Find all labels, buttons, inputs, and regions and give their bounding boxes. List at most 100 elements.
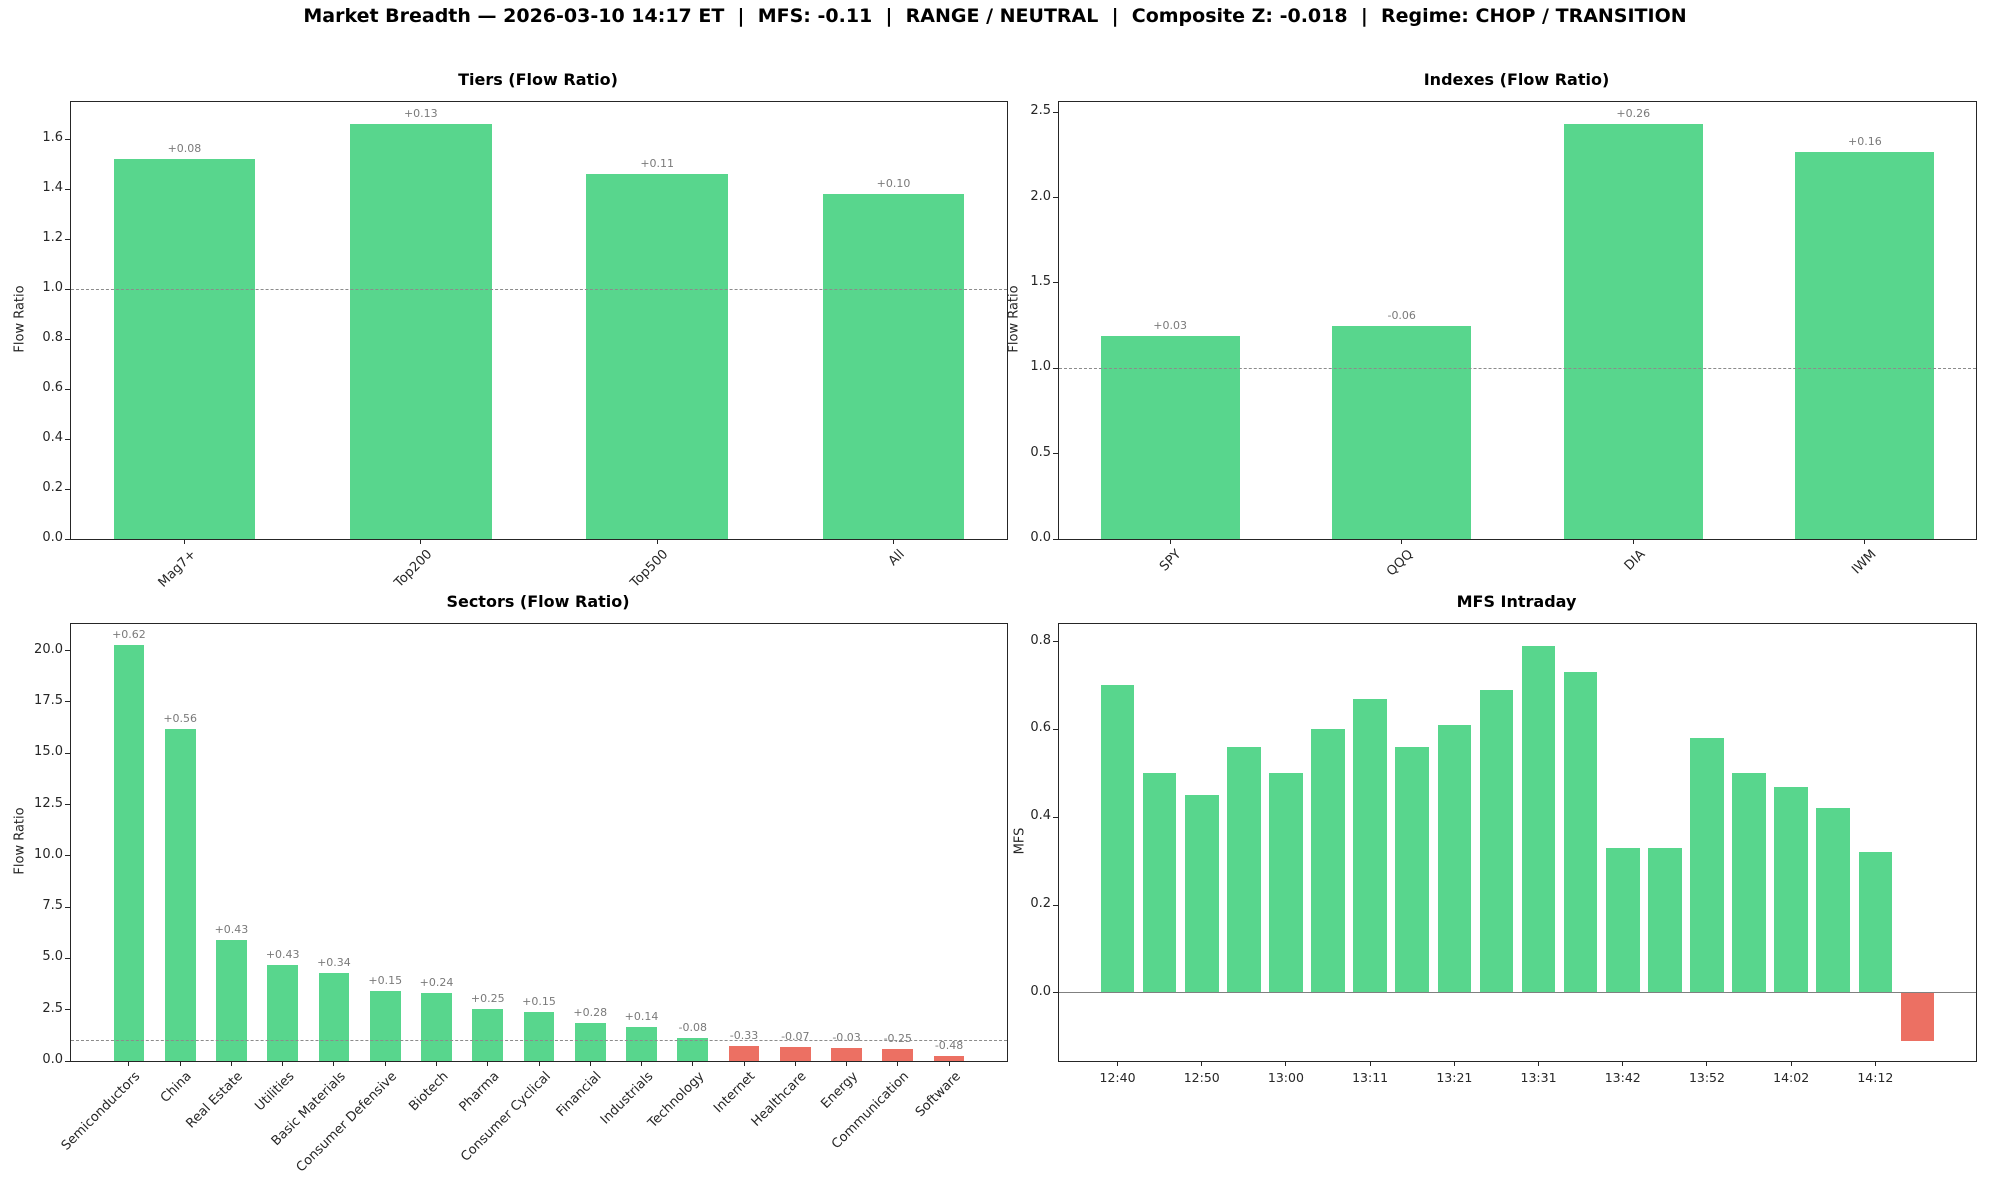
bar (831, 1048, 862, 1061)
bar (626, 1027, 657, 1061)
x-tick-label: 14:02 (1773, 1070, 1810, 1085)
x-tick-mark (230, 1061, 232, 1066)
bar (1816, 808, 1851, 993)
x-tick-label-text: Consumer Defensive (293, 1069, 400, 1176)
bar (1605, 847, 1640, 993)
x-tick-mark (384, 1061, 386, 1066)
y-tick-mark (65, 488, 71, 490)
y-tick-mark (65, 238, 71, 240)
y-tick-label: 20.0 (34, 641, 63, 657)
x-tick-mark (656, 539, 658, 544)
x-tick-label: 14:12 (1857, 1070, 1894, 1085)
y-tick-mark (65, 388, 71, 390)
zero-line (1059, 992, 1976, 994)
y-tick-label: 12.5 (34, 795, 63, 811)
reference-line (1059, 367, 1976, 369)
bar (882, 1049, 914, 1061)
bar (523, 1011, 555, 1061)
y-tick-label: 0.5 (1030, 444, 1051, 460)
bar (113, 159, 256, 539)
chart-indexes-title: Indexes (Flow Ratio) (1423, 70, 1610, 89)
y-tick-label: 0.2 (42, 480, 63, 496)
bar (1353, 698, 1387, 993)
y-tick-mark (65, 338, 71, 340)
bar-value-label: +0.43 (265, 947, 300, 961)
y-tick-label: 2.5 (1030, 103, 1051, 119)
x-tick-mark (589, 1061, 591, 1066)
x-tick-label-text: Internet (711, 1069, 759, 1117)
y-tick-label: 0.0 (1030, 530, 1051, 545)
x-tick-label: 13:11 (1352, 1070, 1389, 1085)
chart-mfs-plot: 0.0 0.2 0.4 0.6 0.8 12:40 12:50 13:00 13:11 13:21… (1030, 623, 1977, 1085)
y-tick-mark (65, 701, 71, 703)
y-tick-mark (65, 650, 71, 652)
x-tick-label-text: Energy (818, 1069, 862, 1112)
y-tick-label: 0.8 (1030, 632, 1051, 648)
y-tick-label: 5.0 (42, 949, 63, 965)
bar (1226, 746, 1261, 993)
x-tick-label: 13:42 (1604, 1070, 1641, 1085)
y-tick-label: 0.6 (1030, 720, 1051, 736)
y-tick-label: 0.6 (42, 380, 63, 396)
bar-value-label: -0.25 (883, 1032, 913, 1046)
bar-value-label: -0.07 (781, 1029, 810, 1043)
bar-value-label: +0.25 (470, 991, 505, 1005)
bar (1563, 124, 1703, 539)
bar (1269, 773, 1303, 993)
bar (113, 644, 145, 1061)
x-tick-mark (1622, 1061, 1624, 1066)
x-tick-mark (1538, 1061, 1540, 1066)
y-tick-mark (65, 906, 71, 908)
bar (779, 1046, 811, 1061)
bar-value-label: +0.62 (112, 627, 146, 641)
y-tick-label: 0.4 (1030, 808, 1051, 824)
bar (1100, 335, 1240, 539)
x-tick-label-text: QQQ (1383, 547, 1417, 580)
y-tick-label: 17.5 (34, 692, 63, 708)
bar (1184, 795, 1219, 993)
x-tick-label-text: Biotech (405, 1069, 452, 1115)
bar (267, 964, 299, 1061)
y-tick-mark (1053, 538, 1059, 540)
y-tick-label: 1.2 (42, 230, 63, 246)
y-tick-mark (65, 957, 71, 959)
y-tick-mark (1053, 111, 1059, 113)
x-tick-label-text: Utilities (252, 1069, 298, 1115)
bar-value-label: +0.16 (1847, 134, 1882, 148)
y-tick-mark (65, 855, 71, 857)
bar-value-label: +0.15 (522, 994, 556, 1008)
bar (472, 1008, 504, 1061)
x-tick-mark (846, 1061, 848, 1066)
bar (677, 1038, 709, 1061)
chart-mfs-title: MFS Intraday (1456, 592, 1577, 611)
y-tick-label: 1.0 (42, 280, 63, 296)
x-tick-label-text: Semiconductors (58, 1069, 144, 1154)
bar-value-label: +0.28 (573, 1006, 608, 1020)
bar (933, 1055, 965, 1061)
bar (421, 993, 452, 1061)
chart-indexes-plot: 0.0 0.5 1.0 1.5 2.0 2.5 +0.03 -0.06 +0.26 +0.16 SP… (1030, 101, 1977, 579)
x-tick-label: 13:31 (1520, 1070, 1557, 1085)
bar-value-label: +0.24 (419, 976, 454, 990)
x-tick-label-text: All (886, 547, 909, 570)
bar-value-label: +0.15 (368, 974, 403, 988)
chart-tiers-plot: 0.0 0.2 0.4 0.6 0.8 1.0 1.2 1.4 1.6 +0.08 +0.13 +0.… (42, 101, 1008, 591)
bar-value-label: +0.34 (317, 955, 351, 969)
y-tick-mark (65, 188, 71, 190)
bar-value-label: -0.08 (678, 1021, 707, 1035)
bar-value-label: +0.14 (624, 1010, 659, 1024)
bar-value-label: +0.43 (214, 922, 249, 936)
x-tick-mark (1632, 539, 1634, 544)
bar (349, 124, 492, 539)
bar (318, 972, 350, 1061)
chart-mfs-ylabel: MFS (1012, 827, 1028, 855)
bar (1690, 738, 1724, 993)
bar-value-label: +0.26 (1616, 107, 1651, 121)
x-tick-label-text: Top200 (391, 547, 436, 591)
bar (1311, 729, 1345, 993)
y-tick-mark (65, 1009, 71, 1011)
y-tick-label: 15.0 (34, 744, 63, 760)
x-tick-mark (333, 1061, 335, 1066)
bar (1479, 689, 1514, 993)
y-tick-label: 0.4 (42, 430, 63, 446)
